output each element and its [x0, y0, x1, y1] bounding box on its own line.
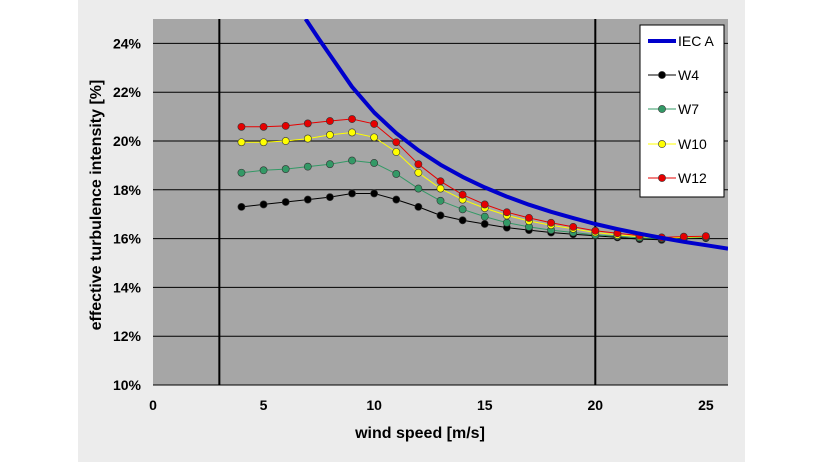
y-tick-label: 12%: [113, 328, 142, 344]
data-point-w4: [436, 211, 445, 220]
data-point-w4: [326, 193, 334, 202]
data-point-w12: [458, 190, 467, 199]
series-layer: [237, 19, 728, 251]
data-point-w7: [237, 168, 246, 177]
data-point-w7: [502, 218, 511, 227]
data-point-w12: [303, 119, 312, 128]
y-tick-label: 20%: [113, 133, 142, 149]
data-point-w7: [458, 205, 467, 214]
data-point-w7: [392, 170, 401, 178]
data-point-w7: [348, 156, 356, 165]
data-point-w4: [281, 198, 290, 206]
legend-marker-w7: [658, 105, 666, 113]
data-point-w4: [458, 216, 467, 225]
data-point-w7: [303, 162, 312, 171]
data-point-w12: [701, 232, 710, 241]
y-tick-label: 24%: [113, 35, 142, 51]
series-line-w7: [241, 159, 706, 240]
x-axis-label: wind speed [m/s]: [354, 425, 485, 442]
series-line-w4: [241, 193, 706, 241]
data-point-w4: [259, 200, 268, 209]
data-point-w7: [281, 165, 290, 173]
data-point-w10: [281, 137, 290, 145]
data-point-w7: [326, 160, 334, 169]
data-point-w10: [326, 130, 334, 139]
legend-label-w12: W12: [678, 170, 707, 186]
data-point-w7: [259, 166, 268, 175]
data-point-w12: [525, 213, 533, 222]
y-tick-label: 22%: [113, 84, 142, 100]
data-point-w7: [436, 196, 445, 205]
legend-box: [639, 24, 725, 198]
data-point-w4: [348, 189, 356, 198]
y-tick-label: 14%: [113, 279, 142, 295]
data-point-w12: [591, 226, 600, 235]
legend: IEC A W4 W7 W10 W12: [639, 24, 725, 198]
data-point-w4: [370, 189, 379, 198]
data-point-w7: [480, 212, 489, 221]
legend-label-w4: W4: [678, 67, 699, 83]
data-point-w12: [370, 120, 379, 128]
data-point-w12: [502, 208, 511, 217]
data-point-w4: [237, 202, 246, 211]
data-point-w10: [303, 134, 312, 143]
data-point-w10: [259, 138, 268, 147]
y-tick-label: 18%: [113, 182, 142, 198]
data-point-w12: [281, 121, 290, 130]
data-point-w10: [436, 184, 445, 193]
x-tick-label: 10: [366, 397, 382, 413]
x-tick-label: 15: [477, 397, 493, 413]
legend-label-w10: W10: [678, 136, 707, 152]
legend-marker-w4: [658, 71, 666, 79]
x-tick-label: 25: [698, 397, 714, 413]
data-point-w10: [370, 133, 379, 142]
x-tick-label: 5: [260, 397, 268, 413]
legend-marker-w12: [658, 174, 666, 182]
data-point-w12: [547, 218, 555, 227]
x-tick-label: 0: [149, 397, 157, 413]
data-point-w12: [414, 160, 423, 169]
data-point-w10: [237, 138, 246, 147]
data-point-w4: [414, 202, 423, 211]
y-tick-label: 16%: [113, 231, 142, 247]
data-point-w12: [679, 232, 688, 241]
data-point-w7: [414, 184, 423, 193]
legend-label-iec-a: IEC A: [678, 33, 714, 49]
series-line-w10: [241, 131, 706, 239]
y-axis-tick-labels: 10% 12% 14% 16% 18% 20% 22% 24%: [113, 35, 142, 393]
y-tick-label: 10%: [113, 377, 142, 393]
data-point-w10: [414, 168, 423, 177]
data-point-w4: [303, 195, 312, 204]
data-point-w12: [259, 122, 268, 131]
data-point-w10: [348, 128, 356, 137]
data-point-w12: [348, 115, 356, 123]
data-point-w4: [392, 195, 401, 204]
series-line-iec-a: [303, 19, 728, 251]
data-point-w12: [436, 177, 445, 186]
data-point-w10: [392, 148, 401, 156]
data-point-w12: [326, 117, 334, 125]
y-axis-label: effective turbulence intensity [%]: [88, 80, 105, 331]
x-axis-tick-labels: 0 5 10 15 20 25: [149, 397, 714, 413]
x-tick-label: 20: [588, 397, 604, 413]
legend-label-w7: W7: [678, 101, 699, 117]
data-point-w12: [237, 122, 246, 131]
data-point-w4: [480, 220, 489, 228]
series-line-w12: [241, 118, 706, 238]
vertical-reference-lines: [218, 19, 597, 385]
legend-marker-w10: [658, 140, 666, 148]
data-point-w12: [569, 222, 578, 231]
series-iec-a: [303, 19, 728, 251]
data-point-w12: [392, 138, 401, 147]
data-point-w7: [370, 159, 379, 167]
data-point-w12: [480, 200, 489, 209]
